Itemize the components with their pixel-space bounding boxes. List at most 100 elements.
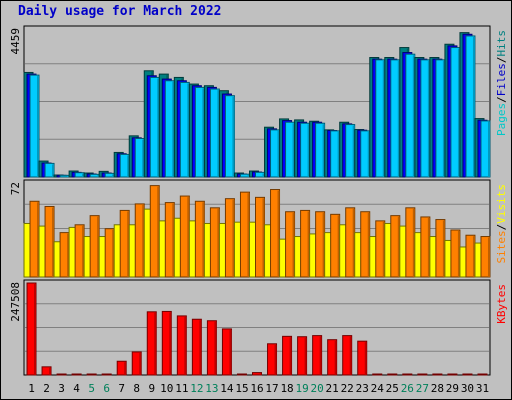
bar-sites-day-27-side: [427, 217, 430, 277]
bar-pages-day-8-side: [142, 139, 145, 177]
bar-kbytes-day-27: [417, 373, 428, 376]
bar-pages-day-7-side: [127, 155, 130, 177]
x-tick-label-27: 27: [416, 382, 429, 395]
bar-pages-day-17-side: [277, 130, 280, 177]
x-tick-label-14: 14: [220, 382, 234, 395]
bar-pages-day-9-side: [157, 78, 160, 177]
bar-kbytes-day-3: [56, 373, 67, 376]
legend-entry: Hits: [495, 30, 508, 57]
bar-kbytes-day-13-side: [214, 321, 217, 375]
bar-pages-day-28-side: [442, 60, 445, 177]
bar-kbytes-day-14-side: [229, 329, 232, 375]
bar-pages-day-20-side: [322, 124, 325, 177]
bar-sites-day-29-side: [457, 231, 460, 277]
bar-sites-day-18-side: [292, 212, 295, 277]
panel-middle-max-label: 72: [9, 182, 22, 195]
legend-entry: Pages: [495, 103, 508, 136]
bar-kbytes-day-12-side: [199, 320, 202, 375]
x-tick-label-10: 10: [160, 382, 173, 395]
bar-pages-day-2-side: [52, 164, 55, 177]
bar-sites-day-9-side: [157, 186, 160, 277]
bar-sites-day-1-side: [37, 202, 40, 277]
panel-bottom-max-label: 247508: [9, 282, 22, 322]
bar-pages-day-10-side: [172, 81, 175, 177]
bar-pages-day-26-side: [412, 55, 415, 177]
bar-kbytes-day-25: [387, 373, 398, 376]
bar-pages-day-29-side: [457, 48, 460, 177]
legend-entry: KBytes: [495, 284, 508, 324]
bar-kbytes-day-30: [462, 373, 473, 376]
bar-sites-day-19-side: [307, 211, 310, 277]
bar-pages-day-27-side: [427, 60, 430, 177]
bar-pages-day-21-side: [337, 131, 340, 177]
bar-pages-day-15-side: [247, 175, 250, 177]
x-tick-label-25: 25: [386, 382, 399, 395]
bar-sites-day-26-side: [412, 208, 415, 277]
bar-pages-day-14-side: [232, 96, 235, 177]
bar-sites-day-5-side: [97, 216, 100, 277]
bar-kbytes-day-19-side: [304, 337, 307, 375]
x-tick-label-13: 13: [205, 382, 218, 395]
x-tick-label-20: 20: [311, 382, 324, 395]
panel-top-max-label: 4459: [9, 28, 22, 55]
bar-kbytes-day-22-side: [349, 336, 352, 375]
x-tick-label-9: 9: [148, 382, 155, 395]
x-tick-label-22: 22: [341, 382, 354, 395]
bar-kbytes-day-8-side: [139, 352, 142, 375]
bar-pages-day-6-side: [112, 174, 115, 177]
bar-pages-day-31-side: [487, 121, 490, 177]
bar-kbytes-day-15: [236, 373, 247, 376]
bar-pages-day-23-side: [367, 131, 370, 177]
bar-sites-day-15-side: [247, 193, 250, 277]
bar-pages-day-1-side: [37, 76, 40, 177]
x-tick-label-17: 17: [265, 382, 278, 395]
bar-sites-day-6-side: [112, 229, 115, 277]
bar-sites-day-11-side: [187, 197, 190, 277]
bar-pages-day-30-side: [472, 36, 475, 177]
legend-entry: /: [495, 224, 508, 231]
x-tick-label-28: 28: [431, 382, 444, 395]
x-tick-label-7: 7: [118, 382, 125, 395]
bar-pages-day-25-side: [397, 60, 400, 177]
x-tick-label-31: 31: [476, 382, 489, 395]
bar-pages-day-13-side: [217, 90, 220, 177]
legend-entry: Sites: [495, 230, 508, 263]
bar-sites-day-7-side: [127, 211, 130, 277]
x-tick-label-26: 26: [401, 382, 414, 395]
x-tick-label-30: 30: [461, 382, 474, 395]
x-tick-label-15: 15: [235, 382, 248, 395]
bar-kbytes-day-6: [101, 373, 112, 376]
bar-sites-day-21-side: [337, 215, 340, 277]
legend-entry: Files: [495, 63, 508, 96]
bar-sites-day-22-side: [352, 208, 355, 277]
bar-pages-day-16-side: [262, 173, 265, 177]
bar-pages-day-3-side: [67, 176, 70, 177]
panel-top-legend: Pages/Files/Hits: [495, 30, 508, 136]
bar-sites-day-17-side: [277, 190, 280, 277]
x-tick-label-2: 2: [43, 382, 50, 395]
bar-pages-day-24-side: [382, 60, 385, 177]
x-tick-label-19: 19: [295, 382, 308, 395]
bar-kbytes-day-4: [71, 373, 82, 376]
bar-sites-day-8-side: [142, 204, 145, 277]
x-tick-label-6: 6: [103, 382, 110, 395]
panel-bottom-legend: KBytes: [495, 284, 508, 324]
bar-sites-day-25-side: [397, 216, 400, 277]
bar-sites-day-12-side: [202, 202, 205, 277]
x-tick-label-8: 8: [133, 382, 140, 395]
x-tick-label-4: 4: [73, 382, 80, 395]
x-tick-label-3: 3: [58, 382, 65, 395]
x-tick-label-12: 12: [190, 382, 203, 395]
bar-sites-day-14-side: [232, 199, 235, 277]
x-tick-label-1: 1: [28, 382, 35, 395]
bar-sites-day-20-side: [322, 212, 325, 277]
bar-sites-day-3-side: [67, 233, 70, 277]
bar-sites-day-28-side: [442, 220, 445, 277]
x-tick-label-11: 11: [175, 382, 188, 395]
bar-sites-day-24-side: [382, 221, 385, 277]
x-tick-label-5: 5: [88, 382, 95, 395]
chart-title: Daily usage for March 2022: [18, 4, 222, 19]
bar-sites-day-23-side: [367, 212, 370, 277]
bar-sites-day-10-side: [172, 203, 175, 277]
